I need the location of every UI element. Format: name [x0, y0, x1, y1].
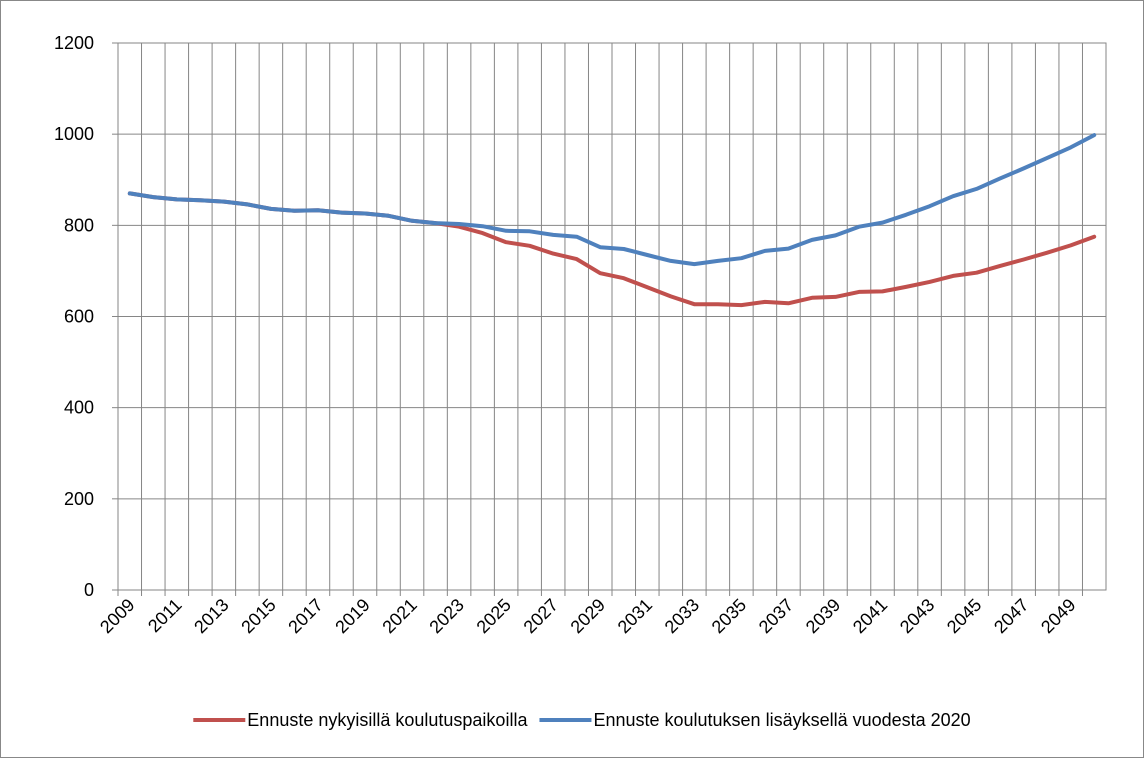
series-line [127, 133, 1097, 267]
legend-label: Ennuste nykyisillä koulutuspaikoilla [247, 710, 528, 730]
y-tick-label: 0 [84, 580, 94, 600]
legend-label: Ennuste koulutuksen lisäyksellä vuodesta… [593, 710, 970, 730]
legend: Ennuste nykyisillä koulutuspaikoilla Ennu… [193, 710, 971, 730]
y-tick-label: 600 [64, 307, 94, 327]
y-tick-label: 1200 [54, 33, 94, 53]
y-tick-label: 1000 [54, 124, 94, 144]
y-tick-label: 200 [64, 489, 94, 509]
y-tick-label: 400 [64, 398, 94, 418]
y-tick-label: 800 [64, 215, 94, 235]
plot-border [117, 42, 1107, 591]
